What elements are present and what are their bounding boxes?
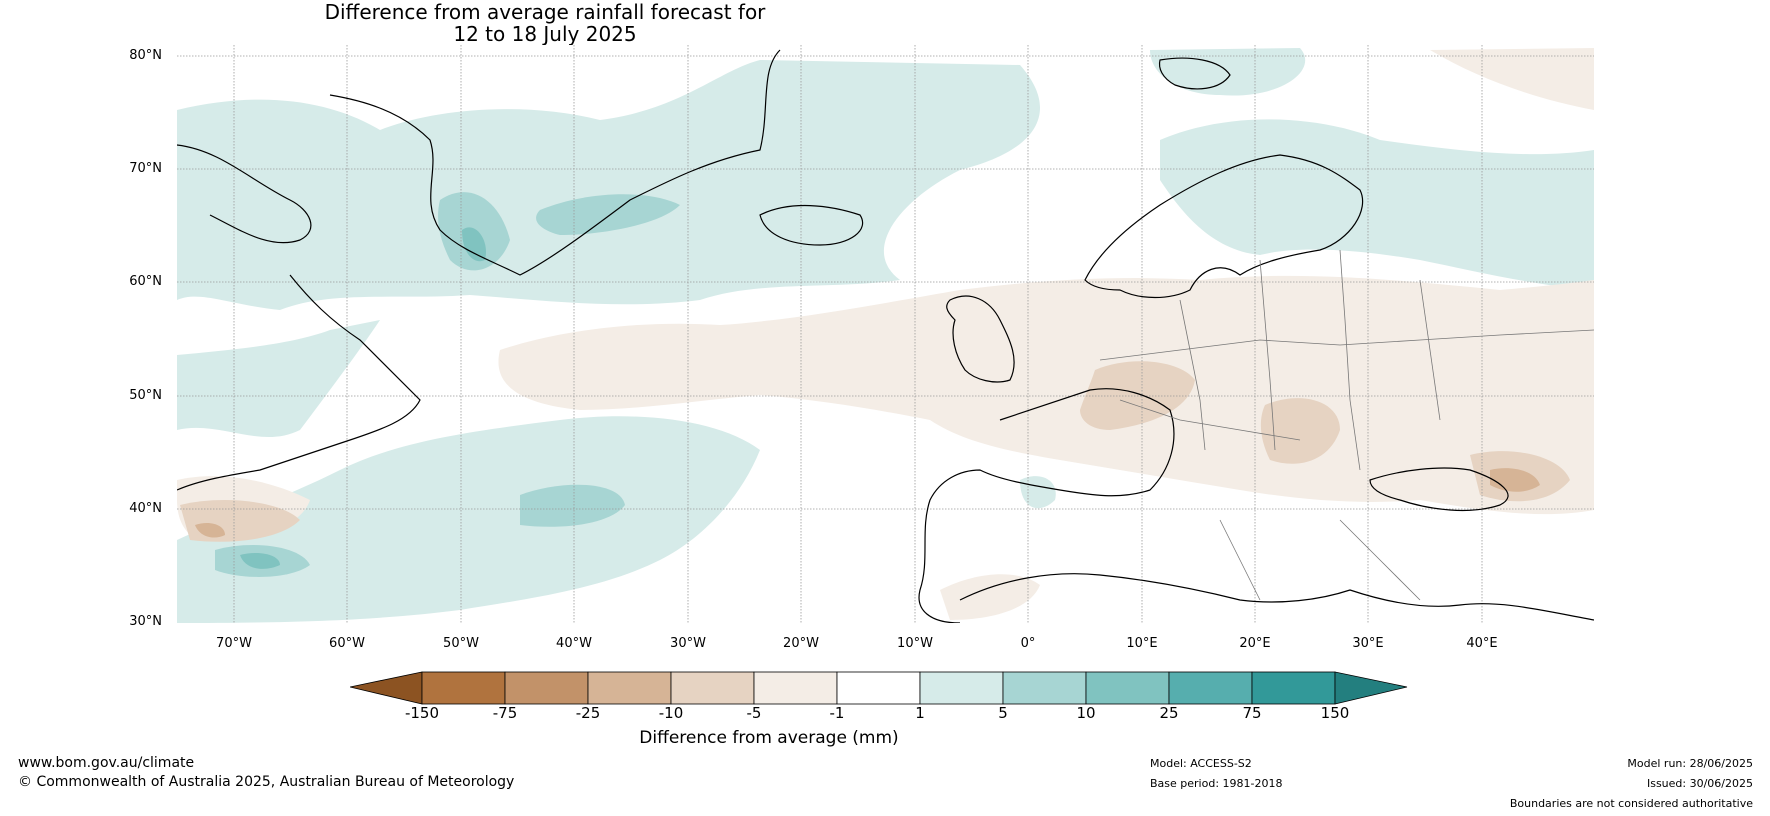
colorbar-tick-label: 25 [1159, 704, 1179, 722]
colorbar-tick-label: 150 [1320, 704, 1350, 722]
colorbar-tick-label: 1 [915, 704, 925, 722]
lon-label: 50°W [443, 636, 479, 651]
coastlines [177, 49, 1594, 623]
lon-label: 40°W [556, 636, 592, 651]
lon-label: 20°E [1239, 636, 1271, 651]
colorbar-tick-label: -5 [746, 704, 762, 722]
wet-anomaly-region [1160, 119, 1594, 291]
lat-label: 60°N [129, 274, 162, 289]
lat-label: 50°N [129, 388, 162, 403]
greenland-coast [329, 49, 781, 276]
lon-label: 10°E [1126, 636, 1158, 651]
lat-label: 70°N [129, 161, 162, 176]
lon-label: 40°E [1466, 636, 1498, 651]
country-borders [1099, 249, 1594, 601]
colorbar-tick-label: -150 [404, 704, 440, 722]
mediterranean-south-coast [959, 573, 1594, 621]
colorbar-tick-label: 5 [998, 704, 1008, 722]
lat-label: 80°N [129, 48, 162, 63]
colorbar-segment [1251, 671, 1336, 705]
colorbar-segment [670, 671, 755, 705]
model-name: Model: ACCESS-S2 [1150, 757, 1252, 770]
colorbar-extend-low [350, 671, 423, 705]
colorbar-segment [1168, 671, 1253, 705]
colorbar-tick-label: 75 [1242, 704, 1262, 722]
dry-anomaly-region [940, 574, 1040, 620]
colorbar-segment [753, 671, 838, 705]
lat-label: 30°N [129, 614, 162, 629]
wet-anomaly-region [177, 320, 380, 438]
colorbar-extend-high [1334, 671, 1408, 705]
copyright-notice: © Commonwealth of Australia 2025, Austra… [18, 774, 515, 790]
lon-label: 30°W [670, 636, 706, 651]
uk-coast [946, 295, 1015, 383]
colorbar [350, 671, 1408, 705]
wet-anomaly-region [177, 60, 1040, 310]
colorbar-segment [587, 671, 672, 705]
lon-label: 20°W [783, 636, 819, 651]
colorbar-segment [1085, 671, 1170, 705]
boundary-disclaimer: Boundaries are not considered authoritat… [1509, 797, 1753, 810]
colorbar-segment [504, 671, 589, 705]
dry-anomaly-region [1260, 398, 1340, 464]
colorbar-segment [421, 671, 506, 705]
website-link[interactable]: www.bom.gov.au/climate [18, 755, 195, 771]
colorbar-tick-label: 10 [1076, 704, 1096, 722]
iceland-coast [759, 204, 864, 246]
rainfall-anomaly-map [177, 45, 1594, 623]
lon-label: 10°W [897, 636, 933, 651]
wet-anomaly-region [240, 553, 280, 569]
svalbard-coast [1158, 57, 1231, 90]
wet-anomaly-region [177, 416, 760, 623]
wet-anomaly-region [520, 484, 625, 527]
colorbar-segment [1002, 671, 1087, 705]
issued-date: Issued: 30/06/2025 [1646, 777, 1753, 790]
graticule [177, 45, 1594, 623]
lat-label: 40°N [129, 501, 162, 516]
dry-anomaly-region [1430, 48, 1594, 110]
wet-anomaly-region [462, 227, 486, 262]
colorbar-tick-label: -10 [658, 704, 684, 722]
wet-anomaly-region [536, 194, 680, 235]
model-run-date: Model run: 28/06/2025 [1627, 757, 1753, 770]
colorbar-tick-label: -1 [829, 704, 845, 722]
base-period: Base period: 1981-2018 [1150, 777, 1283, 790]
labrador-coast [177, 274, 421, 491]
colorbar-segment [919, 671, 1004, 705]
map-title: Difference from average rainfall forecas… [324, 0, 766, 24]
lon-label: 30°E [1352, 636, 1384, 651]
colorbar-segment [836, 671, 921, 705]
scandinavia-coast [1084, 154, 1364, 299]
dry-anomaly-region [195, 523, 225, 538]
colorbar-tick-label: -75 [492, 704, 518, 722]
lon-label: 60°W [329, 636, 365, 651]
map-date-range: 12 to 18 July 2025 [453, 22, 637, 46]
lon-label: 0° [1020, 636, 1036, 651]
black-sea-coast [1369, 467, 1509, 512]
lon-label: 70°W [216, 636, 252, 651]
canada-arctic-coast [177, 144, 312, 244]
colorbar-label: Difference from average (mm) [639, 728, 899, 748]
colorbar-tick-label: -25 [575, 704, 601, 722]
europe-coast [918, 388, 1175, 623]
